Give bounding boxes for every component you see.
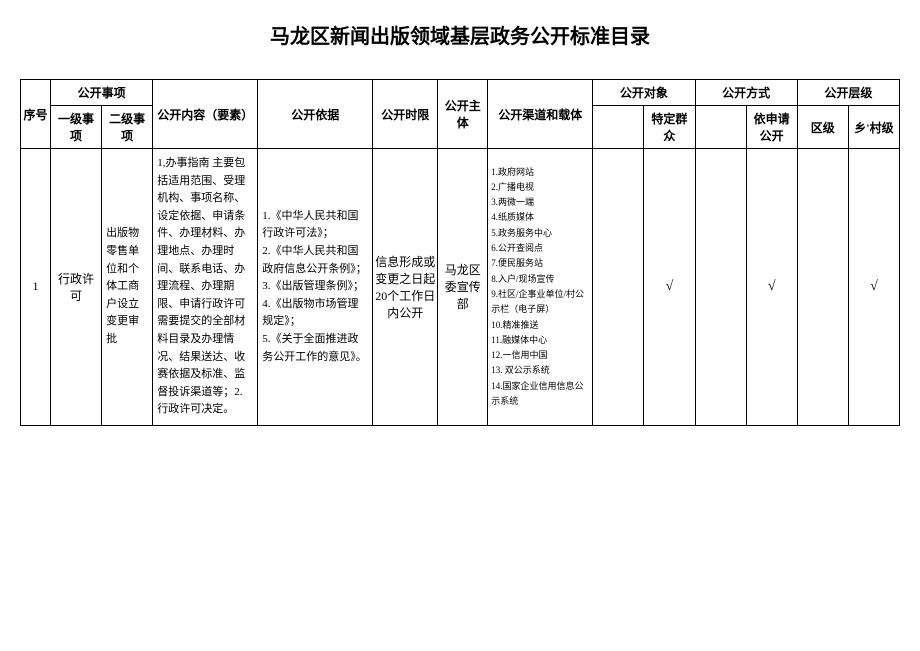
header-method-apply: 依申请公开	[746, 106, 797, 149]
cell-lvl1: 行政许可	[51, 149, 102, 426]
header-target-blank	[593, 106, 644, 149]
header-method: 公开方式	[695, 80, 797, 106]
cell-content: 1,办事指南 主要包括适用范围、受理机构、事项名称、设定依据、申请条件、办理材料…	[153, 149, 258, 426]
header-lvl2: 二级事项	[102, 106, 153, 149]
header-seq: 序号	[21, 80, 51, 149]
cell-level2: √	[848, 149, 899, 426]
header-basis: 公开依据	[258, 80, 373, 149]
cell-basis: 1.《中华人民共和国行政许可法》； 2.《中华人民共和国政府信息公开条例》； 3…	[258, 149, 373, 426]
disclosure-table: 序号 公开事项 公开内容（要素） 公开依据 公开时限 公开主体 公开渠道和载体 …	[20, 79, 900, 426]
header-matter: 公开事项	[51, 80, 153, 106]
cell-target1	[593, 149, 644, 426]
header-lvl1: 一级事项	[51, 106, 102, 149]
header-level: 公开层级	[797, 80, 899, 106]
cell-target2: √	[644, 149, 695, 426]
cell-channel: 1.政府网站 2.广播电视 3.两微一端 4.纸质媒体 5.政务服务中心 6.公…	[488, 149, 593, 426]
header-level-village: 乡'村级	[848, 106, 899, 149]
page-title: 马龙区新闻出版领域基层政务公开标准目录	[20, 20, 900, 49]
cell-time: 信息形成或变更之日起20个工作日内公开	[373, 149, 438, 426]
cell-level1	[797, 149, 848, 426]
header-content: 公开内容（要素）	[153, 80, 258, 149]
cell-subject: 马龙区委宣传部	[438, 149, 488, 426]
header-level-district: 区级	[797, 106, 848, 149]
header-subject: 公开主体	[438, 80, 488, 149]
cell-seq: 1	[21, 149, 51, 426]
header-target-specific: 特定群众	[644, 106, 695, 149]
cell-method2: √	[746, 149, 797, 426]
header-channel: 公开渠道和载体	[488, 80, 593, 149]
header-time: 公开时限	[373, 80, 438, 149]
header-target: 公开对象	[593, 80, 695, 106]
table-row: 1 行政许可 出版物零售单位和个体工商户设立变更审批 1,办事指南 主要包括适用…	[21, 149, 900, 426]
cell-method1	[695, 149, 746, 426]
cell-lvl2: 出版物零售单位和个体工商户设立变更审批	[102, 149, 153, 426]
header-method-blank	[695, 106, 746, 149]
